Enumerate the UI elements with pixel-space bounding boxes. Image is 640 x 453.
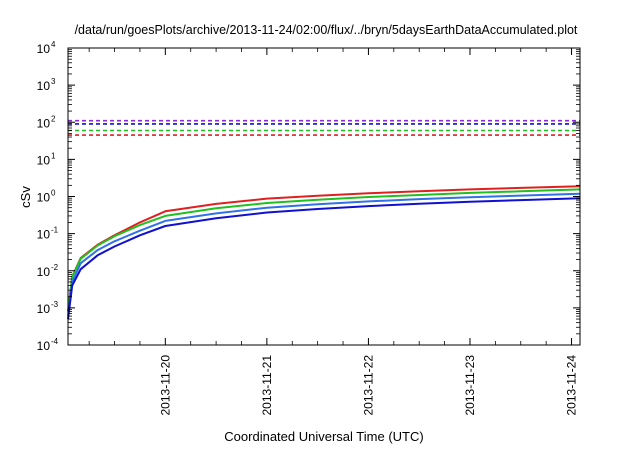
y-axis-label: cSv [18,186,33,208]
y-tick-exponent: -2 [51,263,59,272]
series-line-4 [67,197,581,320]
y-tick-label: 10 [37,79,51,93]
y-tick-exponent: 3 [51,77,56,86]
x-tick-label: 2013-11-21 [260,355,274,416]
y-tick-label: 10 [37,302,51,316]
y-tick-label: 10 [37,228,51,242]
y-tick-exponent: -3 [51,300,59,309]
y-tick-label: 10 [37,153,51,167]
y-tick-exponent: 2 [51,114,56,123]
series-line-1 [67,185,581,312]
x-axis-label: Coordinated Universal Time (UTC) [224,429,423,444]
x-tick-label: 2013-11-23 [463,355,477,416]
chart-title: /data/run/goesPlots/archive/2013-11-24/0… [75,23,578,37]
y-tick-exponent: -4 [51,337,59,346]
y-tick-exponent: 0 [51,189,56,198]
y-tick-label: 10 [37,42,51,56]
y-tick-label: 10 [37,339,51,353]
y-tick-label: 10 [37,191,51,205]
y-tick-exponent: -1 [51,226,59,235]
x-tick-label: 2013-11-22 [361,355,375,416]
series-line-3 [67,192,581,317]
x-tick-label: 2013-11-20 [158,355,172,416]
y-tick-label: 10 [37,116,51,130]
y-tick-exponent: 1 [51,151,56,160]
series-line-2 [67,188,581,312]
x-tick-label: 2013-11-24 [565,355,579,416]
plot-area [67,119,581,320]
y-tick-exponent: 4 [51,40,56,49]
y-tick-label: 10 [37,265,51,279]
